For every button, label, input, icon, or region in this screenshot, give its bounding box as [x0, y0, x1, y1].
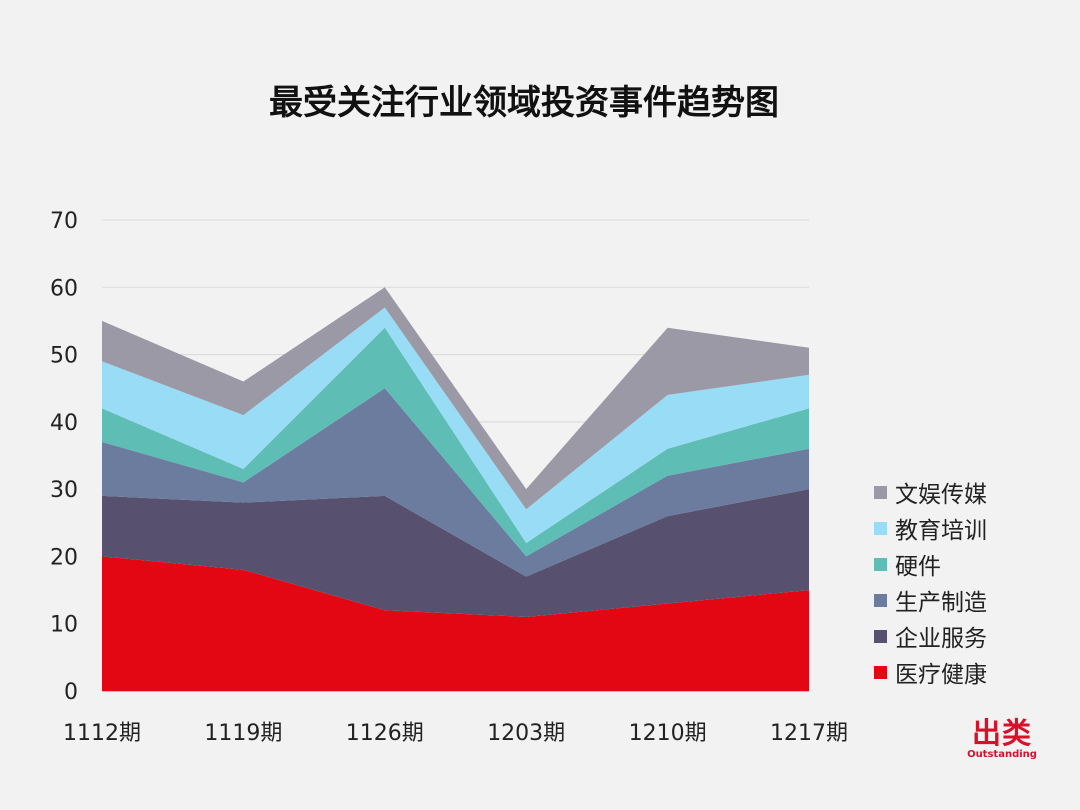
y-tick-label: 20: [50, 545, 78, 570]
legend: 文娱传媒教育培训硬件生产制造企业服务医疗健康: [874, 474, 1074, 690]
x-tick-label: 1210期: [629, 721, 707, 746]
area-series-6: [102, 287, 809, 510]
y-tick-label: 10: [50, 613, 78, 638]
legend-label: 硬件: [895, 554, 941, 580]
legend-label: 医疗健康: [895, 662, 987, 688]
x-tick-label: 1203期: [487, 721, 565, 746]
y-tick-label: 0: [64, 680, 78, 705]
brand-name-cn: 出类: [971, 716, 1032, 750]
legend-swatch: [874, 665, 887, 679]
legend-swatch: [874, 557, 887, 571]
area-series-4: [102, 327, 809, 557]
x-tick-label: 1112期: [63, 721, 141, 746]
brand-logo: 出类 Outstanding: [962, 717, 1042, 761]
legend-swatch: [874, 593, 887, 607]
x-tick-label: 1119期: [204, 721, 282, 746]
x-tick-label: 1126期: [346, 721, 424, 746]
brand-name-en: Outstanding: [967, 749, 1037, 760]
legend-item: 教育培训: [874, 510, 1074, 546]
legend-label: 文娱传媒: [895, 482, 987, 508]
y-tick-label: 60: [50, 276, 78, 301]
area-series-2: [102, 489, 809, 617]
y-tick-label: 50: [50, 344, 78, 369]
axes: 0 10 20 30 40 50 60 70 1112期 1119期 1126期 1203期 1210期…: [50, 209, 848, 746]
legend-item: 硬件: [874, 546, 1074, 582]
y-tick-label: 70: [50, 209, 78, 234]
legend-label: 企业服务: [895, 626, 987, 652]
area-series-3: [102, 388, 809, 577]
legend-label: 生产制造: [895, 590, 987, 616]
y-tick-label: 30: [50, 478, 78, 503]
legend-swatch: [874, 629, 887, 643]
area-series: [102, 287, 809, 691]
legend-swatch: [874, 521, 887, 535]
legend-item: 生产制造: [874, 582, 1074, 618]
area-series-5: [102, 307, 809, 543]
legend-swatch: [874, 485, 887, 499]
area-series-1: [102, 556, 809, 691]
legend-item: 文娱传媒: [874, 474, 1074, 510]
x-tick-label: 1217期: [770, 721, 848, 746]
legend-item: 医疗健康: [874, 654, 1074, 690]
legend-item: 企业服务: [874, 618, 1074, 654]
chart-title: 最受关注行业领域投资事件趋势图: [269, 83, 779, 123]
y-tick-label: 40: [50, 411, 78, 436]
legend-label: 教育培训: [895, 518, 987, 544]
